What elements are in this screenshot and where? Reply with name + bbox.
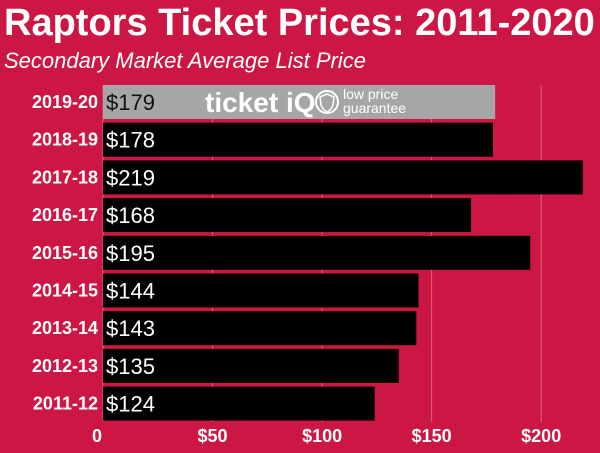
watermark-brand-prefix: ticket [205,87,278,118]
x-tick-label: $200 [521,426,561,446]
category-label: 2019-20 [32,92,98,112]
chart-title: Raptors Ticket Prices: 2011-2020 [4,2,595,44]
chart-subtitle: Secondary Market Average List Price [4,48,366,73]
x-tick-label: $50 [198,426,228,446]
x-tick-label: $100 [302,426,342,446]
x-tick-labels: 0 $50 $100 $150 $200 [92,426,561,446]
category-label: 2016-17 [32,205,98,225]
value-label: $179 [106,90,155,115]
watermark-tagline-1: low price [343,86,398,102]
category-label: 2013-14 [32,318,98,338]
bar [103,198,472,233]
category-label: 2012-13 [32,356,98,376]
category-label: 2018-19 [32,130,98,150]
bar [103,386,375,421]
bar [103,348,399,383]
bar [103,311,417,346]
x-tick-label: $150 [412,426,452,446]
value-label: $143 [106,316,155,341]
category-label: 2014-15 [32,281,98,301]
category-label: 2015-16 [32,243,98,263]
value-label: $135 [106,354,155,379]
watermark-tagline-2: guarantee [343,100,406,116]
bar [103,273,419,308]
value-labels: $179 $178 $219 $168 $195 $144 $143 $135 $124 [106,90,155,417]
bar [103,85,496,119]
bar [103,160,583,195]
ticketiq-watermark: ticket iQ low price guarantee [205,86,406,118]
shield-icon [315,90,339,114]
bars [103,85,583,421]
bar [103,122,493,157]
category-label: 2011-12 [33,394,98,414]
category-label: 2017-18 [32,167,98,187]
value-label: $144 [106,279,155,304]
bar [103,235,531,270]
value-label: $195 [106,241,155,266]
category-labels: 2019-20 2018-19 2017-18 2016-17 2015-16 2014-… [32,92,98,414]
value-label: $124 [106,392,155,417]
x-tick-label: 0 [92,426,102,446]
value-label: $219 [106,165,155,190]
value-label: $178 [106,128,155,153]
watermark-brand-suffix: iQ [286,87,316,118]
value-label: $168 [106,203,155,228]
